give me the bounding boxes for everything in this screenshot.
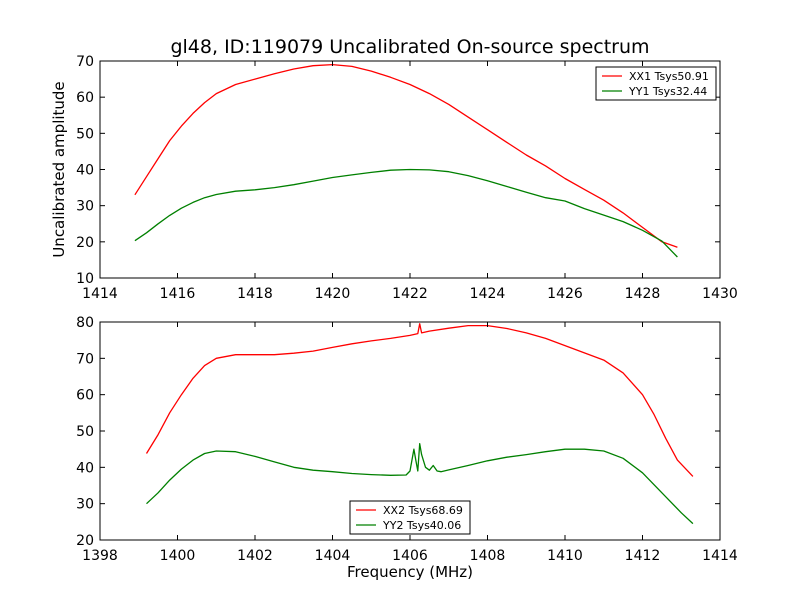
y-tick-label: 10 xyxy=(76,271,94,287)
y-tick-label: 30 xyxy=(76,199,94,215)
legend: XX1 Tsys50.91 YY1 Tsys32.44 xyxy=(595,66,717,101)
y-tick-label: 80 xyxy=(76,315,94,331)
x-tick-label: 1416 xyxy=(160,286,196,302)
legend-box xyxy=(349,500,471,535)
x-tick-label: 1402 xyxy=(237,548,273,564)
x-tick-label: 1428 xyxy=(625,286,661,302)
x-tick-label: 1400 xyxy=(160,548,196,564)
x-tick-label: 1414 xyxy=(702,548,738,564)
x-axis-title: Frequency (MHz) xyxy=(347,563,473,581)
series-line-2-1 xyxy=(145,323,694,477)
x-tick-label: 1418 xyxy=(237,286,273,302)
series-line-2-2 xyxy=(146,443,694,525)
series-line-1-2 xyxy=(134,168,678,258)
x-tick-label: 1420 xyxy=(315,286,351,302)
x-tick-label: 1412 xyxy=(625,548,661,564)
legend-box xyxy=(595,66,717,101)
x-tick-label: 1430 xyxy=(702,286,738,302)
figure-title: gl48, ID:119079 Uncalibrated On-source s… xyxy=(170,36,649,58)
y-tick-label: 40 xyxy=(76,163,94,179)
top-plot: 1414 1416 1418 1420 1422 1424 1426 1428 1430 10 20… xyxy=(50,54,738,302)
x-tick-label: 1426 xyxy=(547,286,583,302)
y-tick-label: 70 xyxy=(76,351,94,367)
y-tick-label: 50 xyxy=(76,126,94,142)
legend-label: YY2 Tsys40.06 xyxy=(382,519,461,532)
x-tick-label: 1398 xyxy=(82,548,118,564)
legend-label: YY1 Tsys32.44 xyxy=(628,85,707,98)
legend: XX2 Tsys68.69 YY2 Tsys40.06 xyxy=(349,500,471,535)
x-tick-label: 1406 xyxy=(392,548,428,564)
x-tick-label: 1422 xyxy=(392,286,428,302)
y-tick-label: 60 xyxy=(76,388,94,404)
x-tick-label: 1410 xyxy=(547,548,583,564)
x-tick-label: 1424 xyxy=(470,286,506,302)
y-tick-label: 60 xyxy=(76,90,94,106)
series-line-1-1 xyxy=(134,63,678,248)
x-tick-label: 1408 xyxy=(470,548,506,564)
y-tick-label: 50 xyxy=(76,424,94,440)
y-axis-title: Uncalibrated amplitude xyxy=(50,81,68,257)
legend-label: XX1 Tsys50.91 xyxy=(629,70,709,83)
bottom-plot: 1398 1400 1402 1404 1406 1408 1410 1412 1414 20 30… xyxy=(76,315,738,581)
x-tick-label: 1414 xyxy=(82,286,118,302)
y-tick-label: 40 xyxy=(76,460,94,476)
y-tick-label: 20 xyxy=(76,235,94,251)
x-tick-label: 1404 xyxy=(315,548,351,564)
legend-label: XX2 Tsys68.69 xyxy=(383,504,463,517)
y-tick-label: 30 xyxy=(76,497,94,513)
y-tick-label: 20 xyxy=(76,533,94,549)
y-tick-label: 70 xyxy=(76,54,94,70)
